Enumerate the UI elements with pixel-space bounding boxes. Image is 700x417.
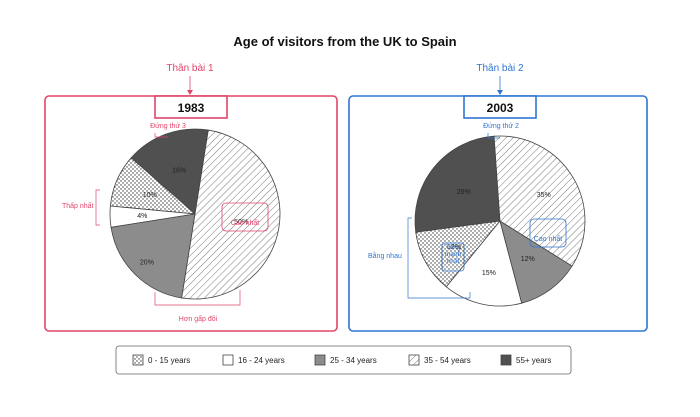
annot-highest-1983: Cao nhất [231, 218, 259, 227]
annot-equal-2003: Bằng nhau [368, 251, 402, 260]
legend-swatch-dots [132, 354, 144, 366]
annot-double-1983: Hơn gấp đôi [179, 314, 218, 323]
pie-label-2003-white: 15% [482, 270, 496, 277]
pie-slice-1983-gray [110, 213, 196, 299]
annot-second-1983: Đứng thứ 3 [150, 123, 186, 130]
legend-swatch-gray [314, 354, 326, 366]
legend-label-dots: 0 - 15 years [148, 356, 190, 365]
pie-label-2003-dark: 26% [457, 189, 471, 196]
legend-label-gray: 25 - 34 years [330, 356, 377, 365]
annot-lowest-1983: Thấp nhất [62, 201, 94, 210]
year-label-2003: 2003 [487, 101, 514, 115]
pie-slice-2003-dots [415, 220, 501, 288]
pie-slice-2003-hatch [493, 135, 586, 267]
pie-slice-1983-dark [130, 128, 209, 215]
year-label-1983: 1983 [178, 101, 205, 115]
panel-1983: Thân bài 1 1983 16% 10% 4% 20% 50% Đứng thứ … [44, 63, 338, 332]
pie-label-1983-hatch: 50% [234, 219, 248, 226]
legend-label-white: 16 - 24 years [238, 356, 285, 365]
panel-2003: Thân bài 2 2003 26% 12% 15% 12% 35% Đứng thứ… [348, 63, 648, 332]
legend: 0 - 15 years 16 - 24 years 25 - 34 years 35… [115, 345, 572, 375]
legend-label-dark: 55+ years [516, 356, 551, 365]
pie-label-2003-hatch: 35% [537, 192, 551, 199]
pie-label-2003-dots: 12% [447, 244, 461, 251]
pie-label-1983-dark: 16% [172, 168, 186, 175]
legend-swatch-dark [500, 354, 512, 366]
annot-second-2003: Đứng thứ 2 [483, 123, 519, 130]
legend-swatch-white [222, 354, 234, 366]
pie-label-2003-gray: 12% [521, 256, 535, 263]
annot-increase-2003: Tăng mạnh nhất [444, 244, 462, 265]
pie-label-1983-white: 4% [137, 213, 147, 220]
pie-slice-2003-white [445, 220, 523, 307]
legend-swatch-hatch [408, 354, 420, 366]
pie-label-1983-dots: 10% [143, 192, 157, 199]
panel-label-1: Thân bài 1 [166, 63, 214, 74]
chart-title: Age of visitors from the UK to Spain [233, 34, 456, 49]
legend-label-hatch: 35 - 54 years [424, 356, 471, 365]
pie-slice-2003-gray [499, 220, 573, 304]
pie-slice-1983-hatch [181, 129, 281, 300]
pie-label-1983-gray: 20% [140, 260, 154, 267]
pie-slice-2003-dark [414, 135, 501, 233]
annot-highest-2003: Cao nhất [534, 234, 562, 243]
panel-label-2: Thân bài 2 [476, 63, 524, 74]
